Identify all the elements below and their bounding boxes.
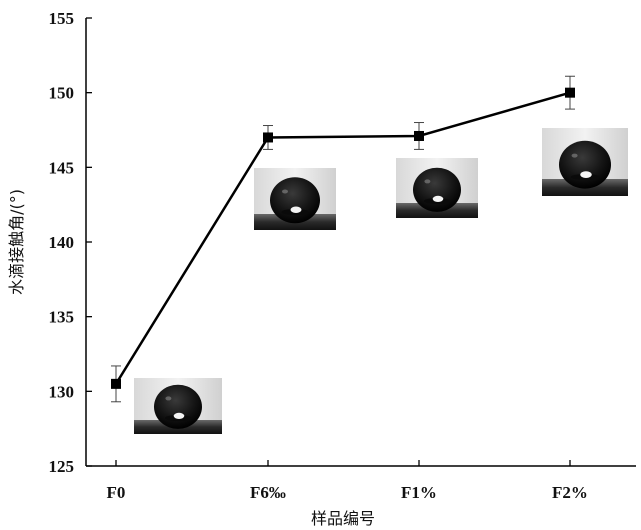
- x-tick-label: F0: [107, 483, 126, 502]
- x-tick-label: F2%: [552, 483, 588, 502]
- data-point: [111, 378, 121, 389]
- x-axis-label: 样品编号: [311, 509, 375, 528]
- series-layer: [111, 75, 575, 403]
- droplet-photo: [396, 158, 478, 218]
- droplet-photo: [542, 128, 628, 196]
- x-tick-label: F1%: [401, 483, 437, 502]
- droplet-photos: [134, 128, 628, 434]
- y-tick-label: 130: [49, 382, 75, 401]
- droplet-photo: [134, 378, 222, 434]
- y-tick-label: 155: [49, 9, 75, 28]
- y-tick-label: 135: [49, 308, 75, 327]
- y-tick-label: 140: [49, 233, 75, 252]
- y-tick-label: 145: [49, 158, 75, 177]
- data-point: [565, 87, 575, 98]
- y-tick-label: 150: [49, 84, 75, 103]
- x-ticks: F0 F6‰ F1% F2%: [107, 460, 588, 502]
- y-ticks: 125 130 135 140 145 150 155: [49, 9, 92, 476]
- data-point: [414, 130, 424, 141]
- y-axis-label: 水滴接触角/(°): [7, 189, 26, 295]
- data-point: [263, 132, 273, 143]
- x-tick-label: F6‰: [250, 483, 286, 502]
- series-line: [114, 91, 571, 385]
- y-tick-label: 125: [49, 457, 75, 476]
- droplet-photo: [254, 168, 336, 230]
